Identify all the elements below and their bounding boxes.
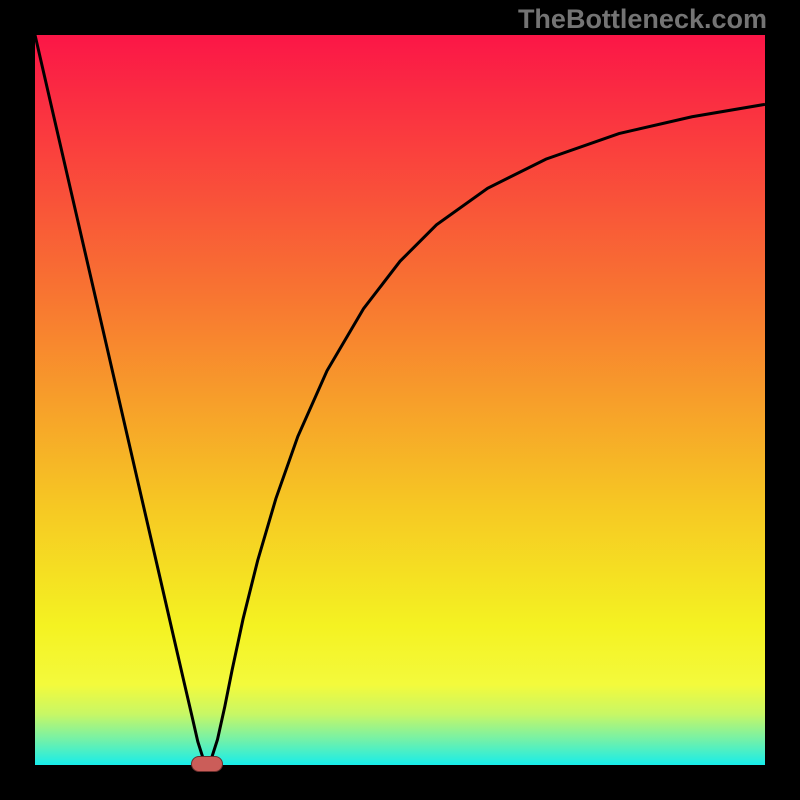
optimal-point-marker: [191, 756, 223, 772]
gradient-background: [35, 35, 765, 765]
plot-area: [35, 35, 765, 765]
watermark-text: TheBottleneck.com: [518, 4, 767, 35]
chart-stage: TheBottleneck.com: [0, 0, 800, 800]
